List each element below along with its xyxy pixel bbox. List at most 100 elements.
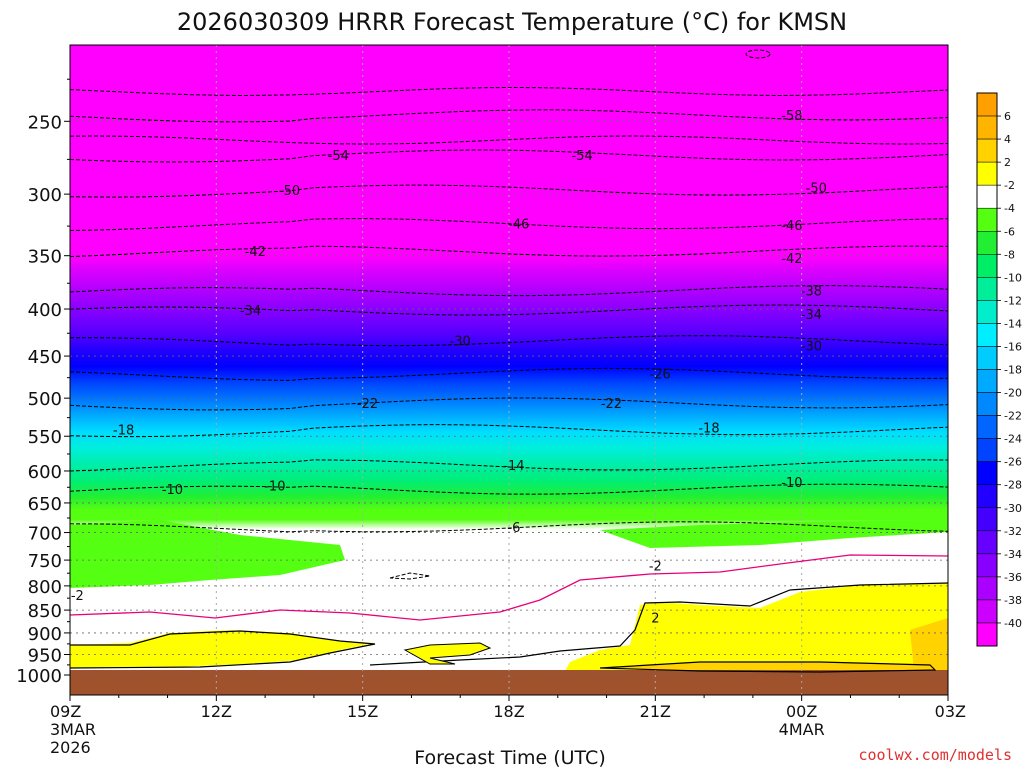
freezing-line (70, 554, 948, 621)
colorbar-label: -32 (1004, 525, 1022, 538)
contour-label: -18 (698, 421, 719, 436)
x-tick-label: 21Z (640, 702, 671, 721)
colorbar-swatch (976, 392, 998, 416)
colorbar-swatch (976, 507, 998, 532)
isotherm-minus34 (70, 304, 948, 316)
colorbar-label: -34 (1004, 548, 1022, 561)
colorbar-swatch (976, 277, 998, 301)
plus2-contour-left (70, 630, 376, 669)
contour-label: -22 (357, 397, 378, 412)
contour-label: -6 (507, 521, 520, 536)
isotherm-minus38 (70, 285, 948, 297)
colorbar-label: -20 (1004, 387, 1022, 400)
colorbar-label: 6 (1004, 110, 1011, 123)
colorbar-label: -24 (1004, 433, 1022, 446)
colorbar-swatch (976, 484, 998, 509)
contour-label: -10 (162, 483, 183, 498)
isotherm-minus30 (70, 335, 948, 347)
isotherm-minus26 (70, 367, 948, 381)
y-tick-label: 400 (28, 300, 62, 321)
x-tick-year: 2026 (50, 738, 91, 757)
y-tick-label: 750 (28, 551, 62, 572)
colorbar-label: -40 (1004, 617, 1022, 630)
colorbar-swatch (976, 231, 998, 255)
contour-label: -2 (649, 559, 662, 574)
y-tick-label: 650 (28, 494, 62, 515)
contour-label: -30 (450, 335, 471, 350)
colorbar-swatch (976, 438, 998, 462)
contour-label: -50 (279, 184, 300, 199)
isotherm-minus10 (70, 483, 948, 495)
colorbar-label: -30 (1004, 502, 1022, 515)
contour-label: -10 (781, 476, 802, 491)
contour-label: -54 (572, 149, 593, 164)
contour-label: -46 (781, 219, 802, 234)
colorbar-swatch (976, 369, 998, 393)
minus2-dashed-arc (389, 572, 431, 580)
closed-contour (745, 49, 771, 59)
colorbar-label: -8 (1004, 248, 1015, 261)
colorbar-label: -16 (1004, 340, 1022, 353)
colorbar-swatch (976, 138, 998, 163)
colorbar-label: -36 (1004, 571, 1022, 584)
y-tick-label: 300 (28, 185, 62, 206)
isotherm-upper (70, 135, 948, 145)
contour-label: -42 (781, 252, 802, 267)
contour-label: -26 (650, 367, 671, 382)
colorbar-label: -6 (1004, 225, 1015, 238)
colorbar-swatch (976, 323, 998, 347)
plus2-contour (369, 582, 948, 666)
contour-label: -14 (503, 459, 524, 474)
x-tick-label: 18Z (493, 702, 524, 721)
y-tick-label: 600 (28, 462, 62, 483)
colorbar-swatch (976, 461, 998, 485)
isotherm-minus54 (70, 149, 948, 163)
colorbar-swatch (976, 184, 998, 209)
colorbar-label: -10 (1004, 271, 1022, 284)
y-tick-label: 500 (28, 389, 62, 410)
plus2-contour-blob (403, 642, 492, 665)
contour-label: -58 (781, 109, 802, 124)
isotherm-minus6 (70, 521, 948, 533)
isotherm-minus46 (70, 218, 948, 231)
contour-label: -46 (508, 218, 529, 233)
contour-label: -2 (71, 589, 84, 604)
warm-region-left (70, 630, 375, 668)
contour-label: -18 (113, 424, 134, 439)
cool-region-right (600, 520, 948, 548)
colorbar-swatch (976, 254, 998, 278)
y-tick-label: 950 (28, 646, 62, 667)
y-tick-label: 900 (28, 624, 62, 645)
y-tick-label: 800 (28, 577, 62, 598)
colorbar-swatch (976, 415, 998, 439)
contour-label: -54 (328, 149, 349, 164)
colorbar-swatch (976, 115, 998, 140)
colorbar-swatch-top (976, 92, 998, 117)
warm-region-right (560, 583, 948, 680)
x-tick-label: 03Z (935, 702, 966, 721)
contour-label: -10 (264, 479, 285, 494)
contour-label: -42 (245, 245, 266, 260)
colorbar-label: -18 (1004, 364, 1022, 377)
colorbar-swatch (976, 553, 998, 578)
x-tick-label: 00Z (786, 702, 817, 721)
colorbar-swatch (976, 599, 998, 624)
x-tick-label: 12Z (201, 702, 232, 721)
contour-label: -34 (801, 308, 822, 323)
y-tick-label: 700 (28, 524, 62, 545)
plus2-contour-core (599, 661, 937, 673)
contour-label: -38 (801, 285, 822, 300)
contour-label: -22 (601, 397, 622, 412)
colorbar-swatch (976, 346, 998, 370)
isotherm-minus50 (70, 184, 948, 198)
colorbar-frame (976, 92, 998, 647)
colorbar-label: -26 (1004, 456, 1022, 469)
isotherm-minus42 (70, 245, 948, 258)
credit-text: coolwx.com/models (858, 746, 1012, 764)
y-tick-label: 450 (28, 347, 62, 368)
x-tick-label: 15Z (347, 702, 378, 721)
colorbar-label: -4 (1004, 202, 1015, 215)
colorbar-swatch (976, 530, 998, 555)
